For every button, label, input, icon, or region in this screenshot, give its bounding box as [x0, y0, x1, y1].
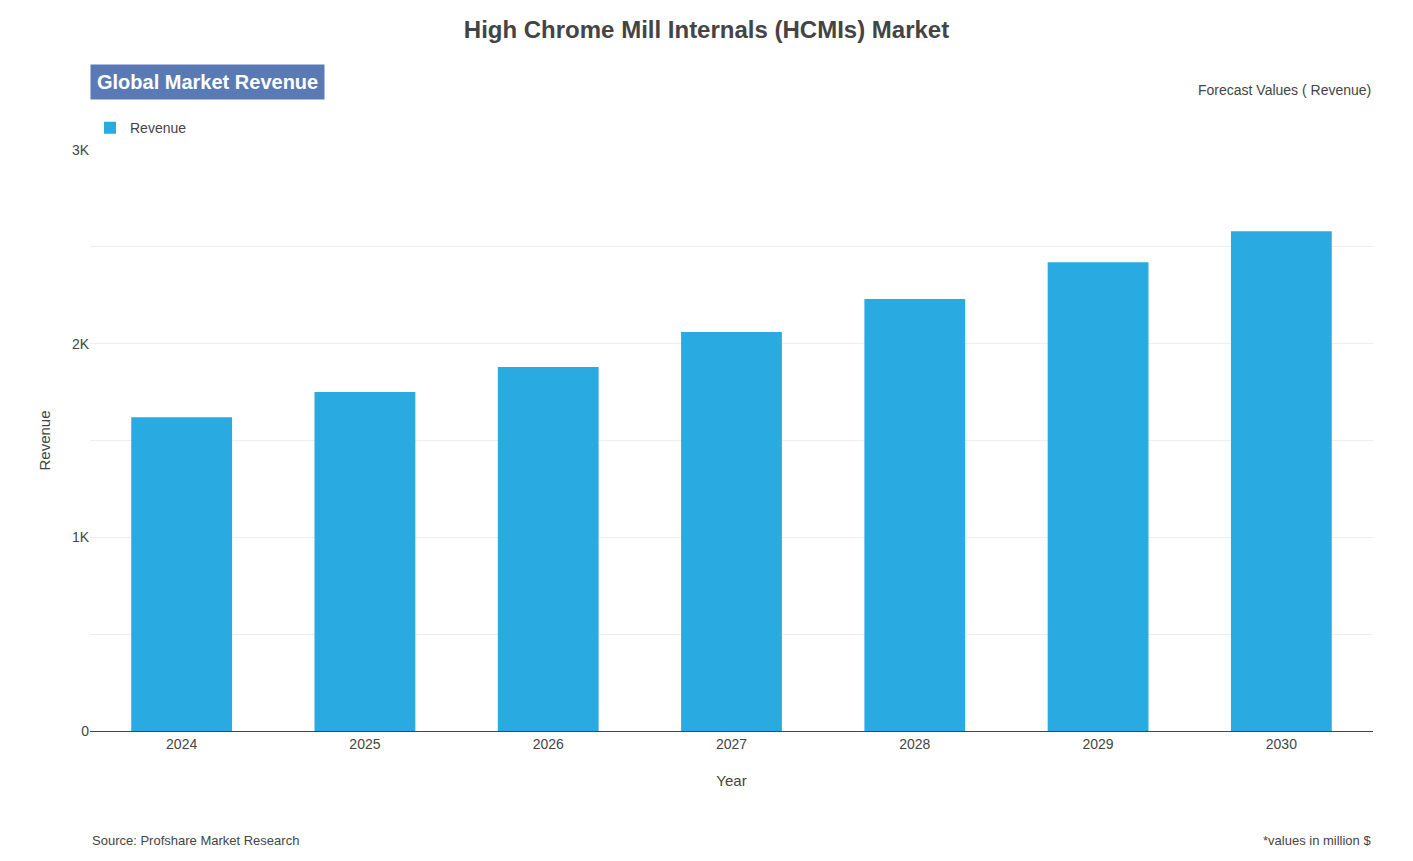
svg-text:2028: 2028 [899, 736, 930, 752]
svg-text:2024: 2024 [166, 736, 197, 752]
svg-text:3K: 3K [72, 142, 90, 158]
svg-text:1K: 1K [72, 529, 90, 545]
svg-text:Revenue: Revenue [36, 410, 53, 470]
svg-text:*values in million $: *values in million $ [1263, 833, 1371, 848]
svg-text:2027: 2027 [716, 736, 747, 752]
svg-text:Revenue: Revenue [130, 120, 186, 136]
svg-text:Source: Profshare Market Resea: Source: Profshare Market Research [92, 833, 299, 848]
svg-text:Global Market Revenue: Global Market Revenue [97, 71, 318, 93]
svg-text:2029: 2029 [1082, 736, 1113, 752]
svg-text:2026: 2026 [533, 736, 564, 752]
svg-text:0: 0 [81, 723, 89, 739]
svg-text:Forecast Values ( Revenue): Forecast Values ( Revenue) [1198, 82, 1371, 98]
svg-text:2030: 2030 [1266, 736, 1297, 752]
svg-text:2025: 2025 [349, 736, 380, 752]
svg-text:2K: 2K [72, 336, 90, 352]
svg-text:High Chrome Mill Internals (HC: High Chrome Mill Internals (HCMIs) Marke… [464, 16, 949, 43]
svg-text:Year: Year [716, 772, 746, 789]
